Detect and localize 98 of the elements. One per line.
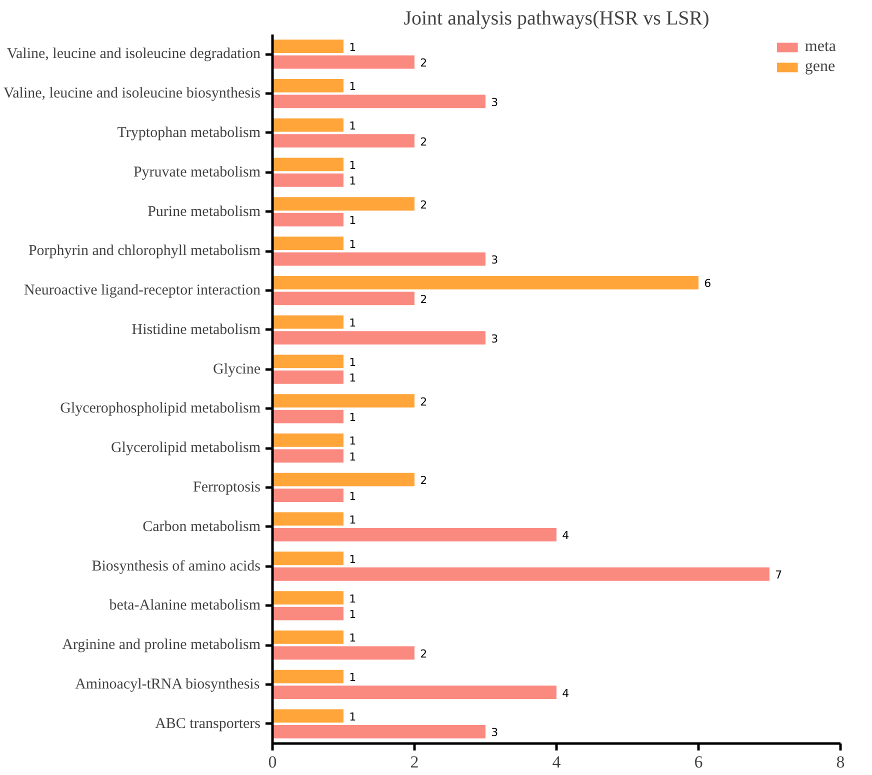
y-tick-label: Aminoacyl-tRNA biosynthesis xyxy=(75,676,260,692)
data-label: 1 xyxy=(349,214,356,228)
data-label: 1 xyxy=(349,411,356,424)
bar xyxy=(272,670,344,684)
y-tick-label: Valine, leucine and isoleucine degradation xyxy=(6,46,261,62)
data-label: 1 xyxy=(349,80,356,94)
bar xyxy=(272,630,344,644)
y-tick-label: Biosynthesis of amino acids xyxy=(92,558,261,574)
legend-label: gene xyxy=(804,58,836,76)
bar xyxy=(272,276,698,290)
bar xyxy=(272,434,344,447)
data-label: 1 xyxy=(349,316,356,330)
y-tick-label: Purine metabolism xyxy=(148,204,261,220)
data-label: 1 xyxy=(349,592,356,606)
data-label: 1 xyxy=(349,671,356,684)
bar xyxy=(272,197,414,211)
data-label: 1 xyxy=(349,40,356,54)
x-tick-label: 0 xyxy=(268,752,277,772)
data-label: 2 xyxy=(420,135,428,148)
y-tick-label: Glycerophospholipid metabolism xyxy=(60,400,261,417)
bar xyxy=(272,488,344,502)
data-label: 2 xyxy=(420,56,428,70)
bar xyxy=(272,472,414,486)
bar xyxy=(272,252,486,266)
bar xyxy=(272,724,486,738)
x-tick-label: 8 xyxy=(836,752,845,772)
data-label: 1 xyxy=(349,238,356,251)
data-label: 1 xyxy=(349,158,356,172)
bar xyxy=(272,331,486,344)
bar xyxy=(272,94,486,108)
y-tick-label: Histidine metabolism xyxy=(132,322,261,338)
bar xyxy=(272,158,344,172)
data-label: 1 xyxy=(349,552,356,566)
y-tick-label: Glycine xyxy=(213,361,261,378)
bar xyxy=(272,567,770,581)
bar xyxy=(272,79,344,92)
bar xyxy=(272,40,344,54)
x-tick-label: 2 xyxy=(410,752,419,772)
data-label: 2 xyxy=(420,292,428,306)
bar xyxy=(272,212,344,226)
y-tick-label: Tryptophan metabolism xyxy=(117,124,261,141)
bar xyxy=(272,292,414,306)
x-tick-label: 4 xyxy=(552,752,562,772)
data-label: 2 xyxy=(420,198,428,212)
y-tick-label: Porphyrin and chlorophyll metabolism xyxy=(28,243,261,260)
y-tick-label: Glycerolipid metabolism xyxy=(110,440,261,456)
bar xyxy=(272,370,344,384)
bar xyxy=(272,512,344,526)
bar xyxy=(272,236,344,250)
bar xyxy=(272,174,344,187)
data-label: 4 xyxy=(562,686,570,700)
y-tick-label: Neuroactive ligand-receptor interaction xyxy=(24,282,261,299)
x-tick-label: 6 xyxy=(694,752,703,772)
bar xyxy=(272,55,414,69)
y-tick-label: Pyruvate metabolism xyxy=(133,164,261,180)
bar xyxy=(272,394,414,408)
data-label: 3 xyxy=(491,254,498,267)
y-tick-label: Carbon metabolism xyxy=(142,518,261,535)
bar xyxy=(272,552,344,566)
y-tick-label: Valine, leucine and isoleucine biosynthesis xyxy=(3,86,261,102)
bar xyxy=(272,528,556,542)
data-label: 1 xyxy=(349,372,356,385)
y-tick-label: Arginine and proline metabolism xyxy=(62,637,261,654)
y-tick-label: beta-Alanine metabolism xyxy=(109,598,261,614)
bar xyxy=(272,315,344,329)
data-label: 2 xyxy=(420,395,428,408)
data-label: 1 xyxy=(349,434,356,448)
bar xyxy=(272,134,414,148)
bar xyxy=(272,118,344,132)
data-label: 1 xyxy=(349,632,356,645)
data-label: 1 xyxy=(349,513,356,526)
bar xyxy=(272,709,344,723)
bar xyxy=(272,410,344,424)
bar xyxy=(272,646,414,660)
data-label: 2 xyxy=(420,647,428,660)
bar xyxy=(272,686,556,699)
data-label: 1 xyxy=(349,608,356,622)
data-label: 1 xyxy=(349,450,356,464)
bar xyxy=(272,354,344,368)
data-label: 6 xyxy=(704,277,712,290)
data-label: 3 xyxy=(491,332,498,346)
data-label: 3 xyxy=(491,726,498,740)
bar xyxy=(272,591,344,604)
data-label: 1 xyxy=(349,490,356,503)
data-label: 2 xyxy=(420,474,428,488)
data-label: 4 xyxy=(562,529,570,542)
data-label: 1 xyxy=(349,174,356,188)
data-label: 7 xyxy=(775,568,782,582)
data-label: 1 xyxy=(349,710,356,724)
bar xyxy=(272,449,344,463)
data-label: 1 xyxy=(349,356,356,369)
data-label: 3 xyxy=(491,96,498,109)
chart-title: Joint analysis pathways(HSR vs LSR) xyxy=(404,8,710,30)
y-tick-label: Ferroptosis xyxy=(193,479,261,496)
y-tick-label: ABC transporters xyxy=(155,716,261,732)
data-label: 1 xyxy=(349,120,356,133)
bar xyxy=(272,606,344,620)
legend-label: meta xyxy=(804,38,836,56)
